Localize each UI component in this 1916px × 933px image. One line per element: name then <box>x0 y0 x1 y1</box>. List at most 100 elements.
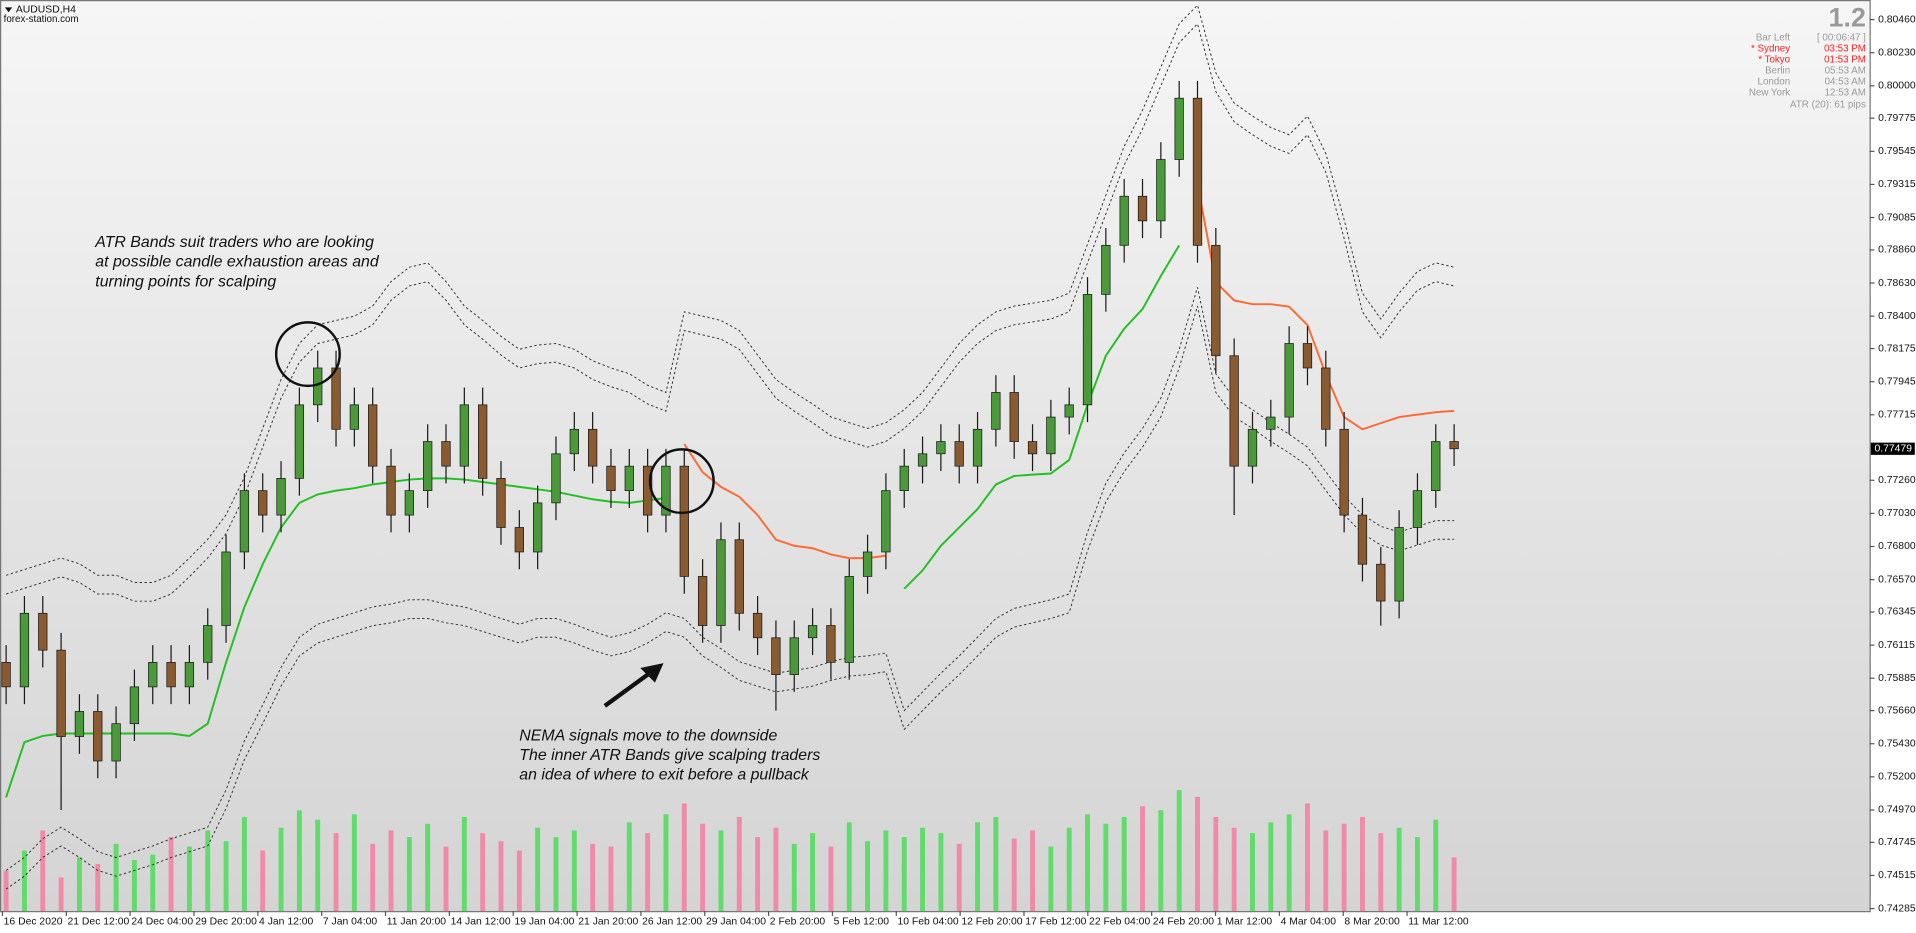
volume-bar <box>113 843 119 912</box>
volume-bar <box>883 830 889 912</box>
volume-bar <box>1011 838 1017 912</box>
candle-body <box>276 478 286 516</box>
volume-bar <box>663 814 669 912</box>
volume-bar <box>700 823 706 912</box>
candle-body <box>1064 404 1074 418</box>
candle-body <box>991 392 1001 430</box>
candle-body <box>331 367 341 430</box>
candle-body <box>826 625 836 663</box>
y-tick-label: 0.78630 <box>1878 278 1916 289</box>
arrow-shaft <box>603 671 652 708</box>
info-label: Berlin <box>1765 65 1790 76</box>
y-tick-label: 0.76115 <box>1878 640 1915 651</box>
candle-body <box>844 576 854 663</box>
candle-body <box>881 490 891 553</box>
volume-bar <box>1030 830 1035 912</box>
candle-body <box>478 404 488 479</box>
candle-body <box>1082 294 1093 406</box>
plot-area <box>0 0 1871 913</box>
y-tick-label: 0.75430 <box>1878 738 1916 749</box>
y-tick-label: 0.79315 <box>1878 179 1916 190</box>
info-label: * Tokyo <box>1758 54 1790 65</box>
candle-body <box>19 612 30 688</box>
annotation-text: an idea of where to exit before a pullba… <box>519 767 810 784</box>
info-value: 05:53 AM <box>1825 65 1866 76</box>
volume-bar <box>1451 857 1457 912</box>
volume-bar <box>205 830 211 912</box>
info-label: London <box>1758 76 1791 87</box>
candle-body <box>606 465 616 492</box>
volume-bar <box>3 870 9 912</box>
annotation-text: ATR Bands suit traders who are looking <box>94 234 374 251</box>
candle-body <box>954 441 964 467</box>
candle-body <box>917 453 928 467</box>
candle-body <box>404 490 414 516</box>
candle-body <box>239 490 250 553</box>
candle-body <box>56 649 66 737</box>
candle-body <box>1247 428 1258 467</box>
x-tick-label: 10 Feb 04:00 <box>898 917 959 928</box>
volume-bar <box>333 833 339 912</box>
x-tick-label: 5 Feb 12:00 <box>834 917 890 928</box>
candle-body <box>1174 97 1184 160</box>
candle-body <box>349 404 360 430</box>
candle-body <box>624 465 634 492</box>
volume-bar <box>370 843 376 912</box>
info-value: 12:53 AM <box>1825 87 1866 98</box>
x-tick-label: 26 Jan 12:00 <box>642 917 702 928</box>
info-value: 01:53 PM <box>1824 54 1866 65</box>
volume-bar <box>1323 830 1329 912</box>
candle-body <box>294 404 305 479</box>
volume-bar <box>1360 816 1365 912</box>
x-tick-label: 12 Feb 20:00 <box>961 917 1022 928</box>
info-value: [ 00:06:47 ] <box>1817 32 1866 43</box>
volume-bar <box>920 827 926 912</box>
volume-bar <box>315 819 321 912</box>
y-tick-label: 0.74970 <box>1878 805 1916 816</box>
candle-body <box>38 612 48 651</box>
volume-bar <box>773 827 779 912</box>
x-tick-label: 17 Feb 12:00 <box>1025 917 1086 928</box>
volume-bar <box>828 846 834 912</box>
info-label: New York <box>1749 87 1790 98</box>
candle-body <box>148 662 158 688</box>
y-tick-label: 0.74515 <box>1878 870 1916 881</box>
y-tick-label: 0.78175 <box>1878 343 1916 354</box>
candle-body <box>441 441 451 467</box>
x-tick-label: 7 Jan 04:00 <box>323 917 377 928</box>
volume-bar <box>351 814 357 912</box>
volume-bar <box>40 830 46 912</box>
volume-bar <box>425 823 431 912</box>
volume-bar <box>168 837 174 912</box>
volume-bar <box>1250 833 1255 912</box>
volume-bar <box>1213 816 1219 912</box>
marks <box>1 4 1459 912</box>
volume-bar <box>296 810 302 912</box>
highlight-circle <box>274 321 341 388</box>
volume-bar <box>535 827 541 912</box>
candle-body <box>1339 428 1349 516</box>
x-tick-label: 8 Mar 20:00 <box>1344 917 1400 928</box>
candle-body <box>1357 514 1368 565</box>
candle-body <box>789 637 799 675</box>
y-tick-label: 0.75885 <box>1878 673 1916 684</box>
version: 1.2 <box>1829 3 1866 33</box>
last-price-label: 0.77479 <box>1874 443 1912 454</box>
y-tick-label: 0.77715 <box>1878 410 1916 421</box>
volume-bar <box>1378 833 1384 912</box>
volume-bar <box>443 846 449 912</box>
candle-body <box>459 404 469 467</box>
candle-body <box>1376 563 1386 602</box>
candle-body <box>1009 392 1019 442</box>
x-tick-label: 21 Dec 12:00 <box>68 917 130 928</box>
volume-bar <box>388 830 394 912</box>
candle-body <box>569 428 579 455</box>
info-panel: Bar Left [ 00:06:47 ] * Sydney 03:53 PM * To… <box>1749 32 1866 98</box>
atr-band <box>5 4 1455 583</box>
volume-bar <box>1121 816 1127 912</box>
volume-bar <box>938 833 944 912</box>
y-tick-label: 0.80460 <box>1878 14 1916 25</box>
candle-body <box>734 539 744 614</box>
volume-bar <box>810 833 816 912</box>
